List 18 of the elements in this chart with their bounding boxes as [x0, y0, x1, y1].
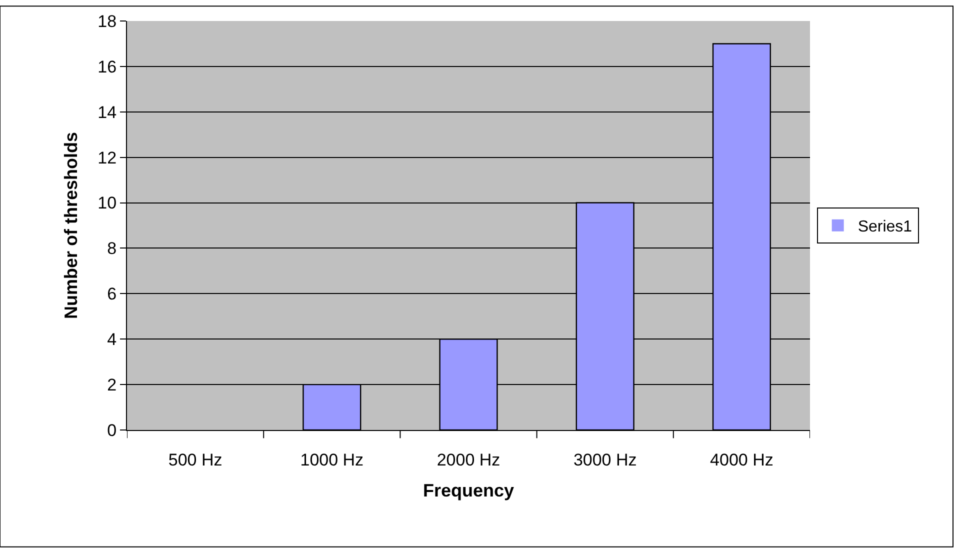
x-tick-label: 1000 Hz: [300, 450, 364, 470]
y-tick-label: 2: [107, 376, 117, 395]
y-tick-label: 0: [107, 420, 117, 440]
legend-label: Series1: [858, 218, 912, 236]
x-tick-label: 2000 Hz: [436, 450, 500, 470]
y-tick-label: 14: [98, 102, 117, 122]
y-tick-label: 6: [107, 284, 117, 304]
y-tick-label: 18: [98, 12, 117, 31]
x-tick-label: 3000 Hz: [573, 450, 637, 470]
y-tick-label: 16: [98, 57, 117, 76]
x-axis-title: Frequency: [422, 480, 514, 500]
x-tick-label: 500 Hz: [168, 450, 222, 470]
y-tick-label: 8: [107, 239, 117, 258]
y-axis-title: Number of thresholds: [60, 132, 81, 320]
x-tick-label: 4000 Hz: [710, 450, 774, 470]
y-tick-label: 10: [98, 194, 117, 213]
y-tick-label: 4: [107, 330, 117, 350]
y-tick-label: 12: [98, 148, 117, 168]
